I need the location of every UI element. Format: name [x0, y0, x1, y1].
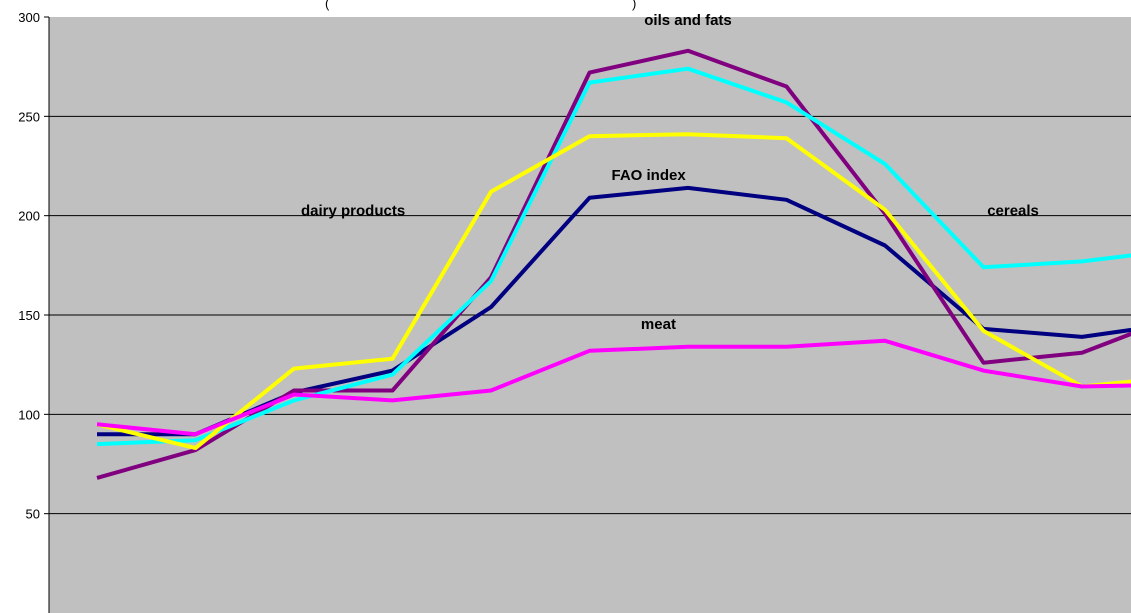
series-labels: oils and fats FAO index dairy products cere…: [301, 12, 1039, 333]
annotation-dairy-products: dairy products: [301, 203, 405, 220]
annotation-fao-index: FAO index: [612, 167, 687, 184]
series-line-dairy-products: [96, 132, 1131, 451]
header-fragment: (: [325, 0, 330, 11]
annotation-meat: meat: [641, 316, 676, 333]
y-tick-label-250: 250: [18, 109, 40, 124]
annotation-oils-and-fats: oils and fats: [644, 12, 732, 29]
header-fragment-end: ): [632, 0, 636, 11]
y-tick-label-300: 300: [18, 10, 40, 25]
y-tick-label-200: 200: [18, 209, 40, 224]
y-tick-label-50: 50: [26, 507, 40, 522]
y-tick-labels: 50 100 150 200 250 300: [18, 10, 49, 522]
series-lines: [96, 48, 1131, 480]
annotation-cereals: cereals: [987, 203, 1039, 220]
y-tick-label-150: 150: [18, 308, 40, 323]
series-line-meat: [96, 338, 1131, 437]
y-tick-label-100: 100: [18, 407, 40, 422]
series-line-cereals: [96, 66, 1131, 447]
